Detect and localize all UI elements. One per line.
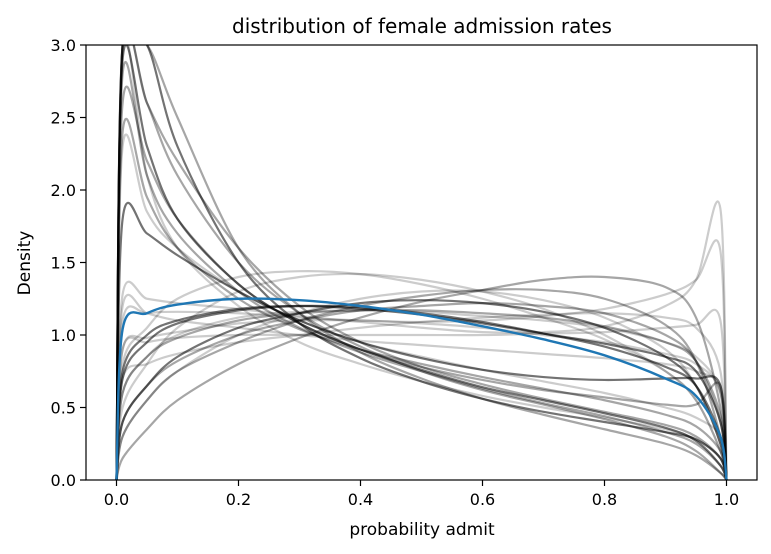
plot-frame xyxy=(85,44,758,481)
y-tick-label: 1.5 xyxy=(51,254,76,273)
y-tick-label: 2.5 xyxy=(51,109,76,128)
x-tick-label: 0.2 xyxy=(226,490,251,509)
sample-density-line-23 xyxy=(115,45,728,480)
sample-density-line-19 xyxy=(115,45,728,480)
sample-density-line-7 xyxy=(115,312,728,480)
chart-title: distribution of female admission rates xyxy=(232,14,612,38)
series-lines xyxy=(115,45,728,480)
y-tick-label: 3.0 xyxy=(51,36,76,55)
x-axis: 0.0 0.2 0.4 0.6 0.8 1.0 xyxy=(104,480,739,509)
x-axis-label: probability admit xyxy=(349,520,495,540)
sample-density-line-6 xyxy=(115,309,728,480)
highlight-density-line xyxy=(115,297,728,480)
sample-density-line-14 xyxy=(115,45,728,480)
sample-density-line-18 xyxy=(115,275,728,480)
x-tick-label: 1.0 xyxy=(714,490,739,509)
sample-density-line-27 xyxy=(115,45,728,480)
sample-density-line-9 xyxy=(115,319,728,480)
sample-density-line-20 xyxy=(115,45,728,480)
sample-density-line-8 xyxy=(115,308,728,480)
x-tick-label: 0.8 xyxy=(592,490,617,509)
sample-density-line-28 xyxy=(115,201,728,480)
y-axis: 0.0 0.5 1.0 1.5 2.0 2.5 3.0 xyxy=(51,36,86,490)
x-tick-label: 0.4 xyxy=(348,490,373,509)
y-tick-label: 1.0 xyxy=(51,326,76,345)
sample-density-line-2 xyxy=(115,200,728,480)
sample-density-line-26 xyxy=(115,299,728,480)
sample-density-line-11 xyxy=(115,289,728,480)
sample-density-line-21 xyxy=(115,308,728,480)
y-tick-label: 0.0 xyxy=(51,471,76,490)
y-axis-label: Density xyxy=(15,231,35,296)
y-tick-label: 0.5 xyxy=(51,399,76,418)
y-tick-label: 2.0 xyxy=(51,181,76,200)
sample-density-line-12 xyxy=(115,293,728,480)
x-tick-label: 0.6 xyxy=(470,490,495,509)
sample-density-line-24 xyxy=(115,304,728,480)
x-tick-label: 0.0 xyxy=(104,490,129,509)
sample-density-line-5 xyxy=(115,272,728,480)
sample-density-line-17 xyxy=(115,288,728,480)
